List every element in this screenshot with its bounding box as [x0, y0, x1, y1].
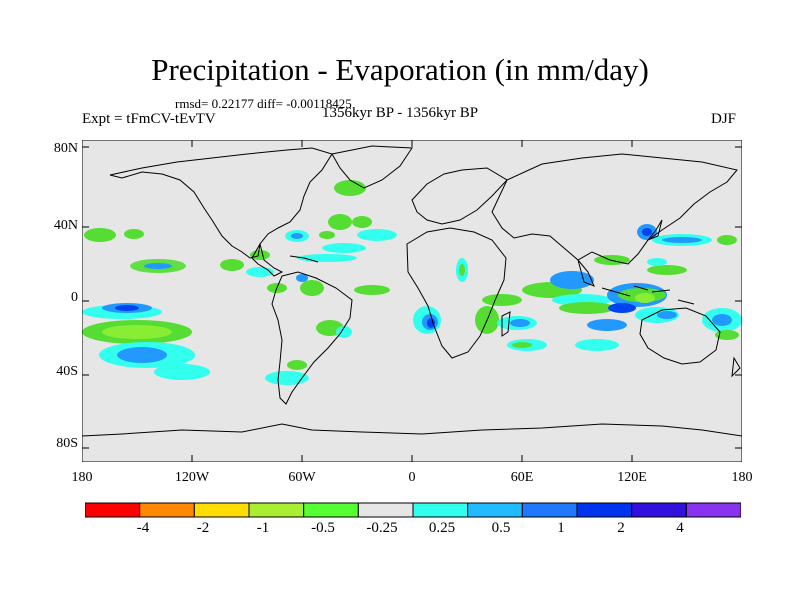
colorbar-swatch	[412, 502, 469, 518]
period-label: 1356kyr BP - 1356kyr BP	[322, 105, 479, 121]
colorbar-label: -4	[136, 520, 150, 536]
chart-title: Precipitation - Evaporation (in mm/day)	[151, 52, 649, 87]
lat-label-40n: 40N	[53, 218, 78, 233]
colorbar-swatch	[357, 502, 414, 518]
stats-text: rmsd= 0.22177 diff= -0.00118425	[175, 96, 352, 111]
colorbar-label: -2	[196, 520, 210, 536]
lon-label-120e: 120E	[617, 470, 647, 485]
colorbar-swatch	[303, 502, 359, 518]
lon-label-60w: 60W	[288, 470, 316, 485]
lat-label-80s: 80S	[56, 436, 78, 451]
axis-ticks	[82, 140, 742, 462]
season-label: DJF	[711, 111, 737, 127]
colorbar-label: 2	[617, 520, 625, 536]
colorbar-swatch	[631, 502, 687, 518]
colorbar-label: 0.25	[428, 520, 456, 536]
experiment-label: Expt = tFmCV-tEvTV	[82, 111, 216, 127]
colorbar-label: -0.25	[366, 520, 398, 536]
colorbar-label: 4	[676, 520, 684, 536]
world-map	[82, 140, 742, 462]
colorbar-label: -1	[256, 520, 270, 536]
lat-label-80n: 80N	[53, 141, 78, 156]
lon-label-180w: 180	[71, 470, 93, 485]
colorbar-swatch	[193, 502, 250, 518]
colorbar-swatch	[139, 502, 195, 518]
colorbar-swatch	[576, 502, 633, 518]
lat-label-0: 0	[71, 290, 78, 305]
lat-label-40s: 40S	[56, 364, 78, 379]
lon-label-180e: 180	[731, 470, 753, 485]
coastlines	[82, 145, 742, 437]
colorbar-swatch	[467, 502, 523, 518]
colorbar-swatch	[248, 502, 305, 518]
colorbar-swatch	[85, 502, 141, 518]
colorbar-swatch	[685, 502, 741, 518]
colorbar	[85, 502, 741, 518]
colorbar-label: -0.5	[311, 520, 335, 536]
lon-label-120w: 120W	[174, 470, 210, 485]
colorbar-label: 0.5	[491, 520, 511, 536]
field-anomalies	[82, 180, 742, 385]
colorbar-swatch	[521, 502, 578, 518]
colorbar-label: 1	[557, 520, 565, 536]
lon-label-60e: 60E	[510, 470, 534, 485]
lon-label-0: 0	[408, 470, 416, 485]
